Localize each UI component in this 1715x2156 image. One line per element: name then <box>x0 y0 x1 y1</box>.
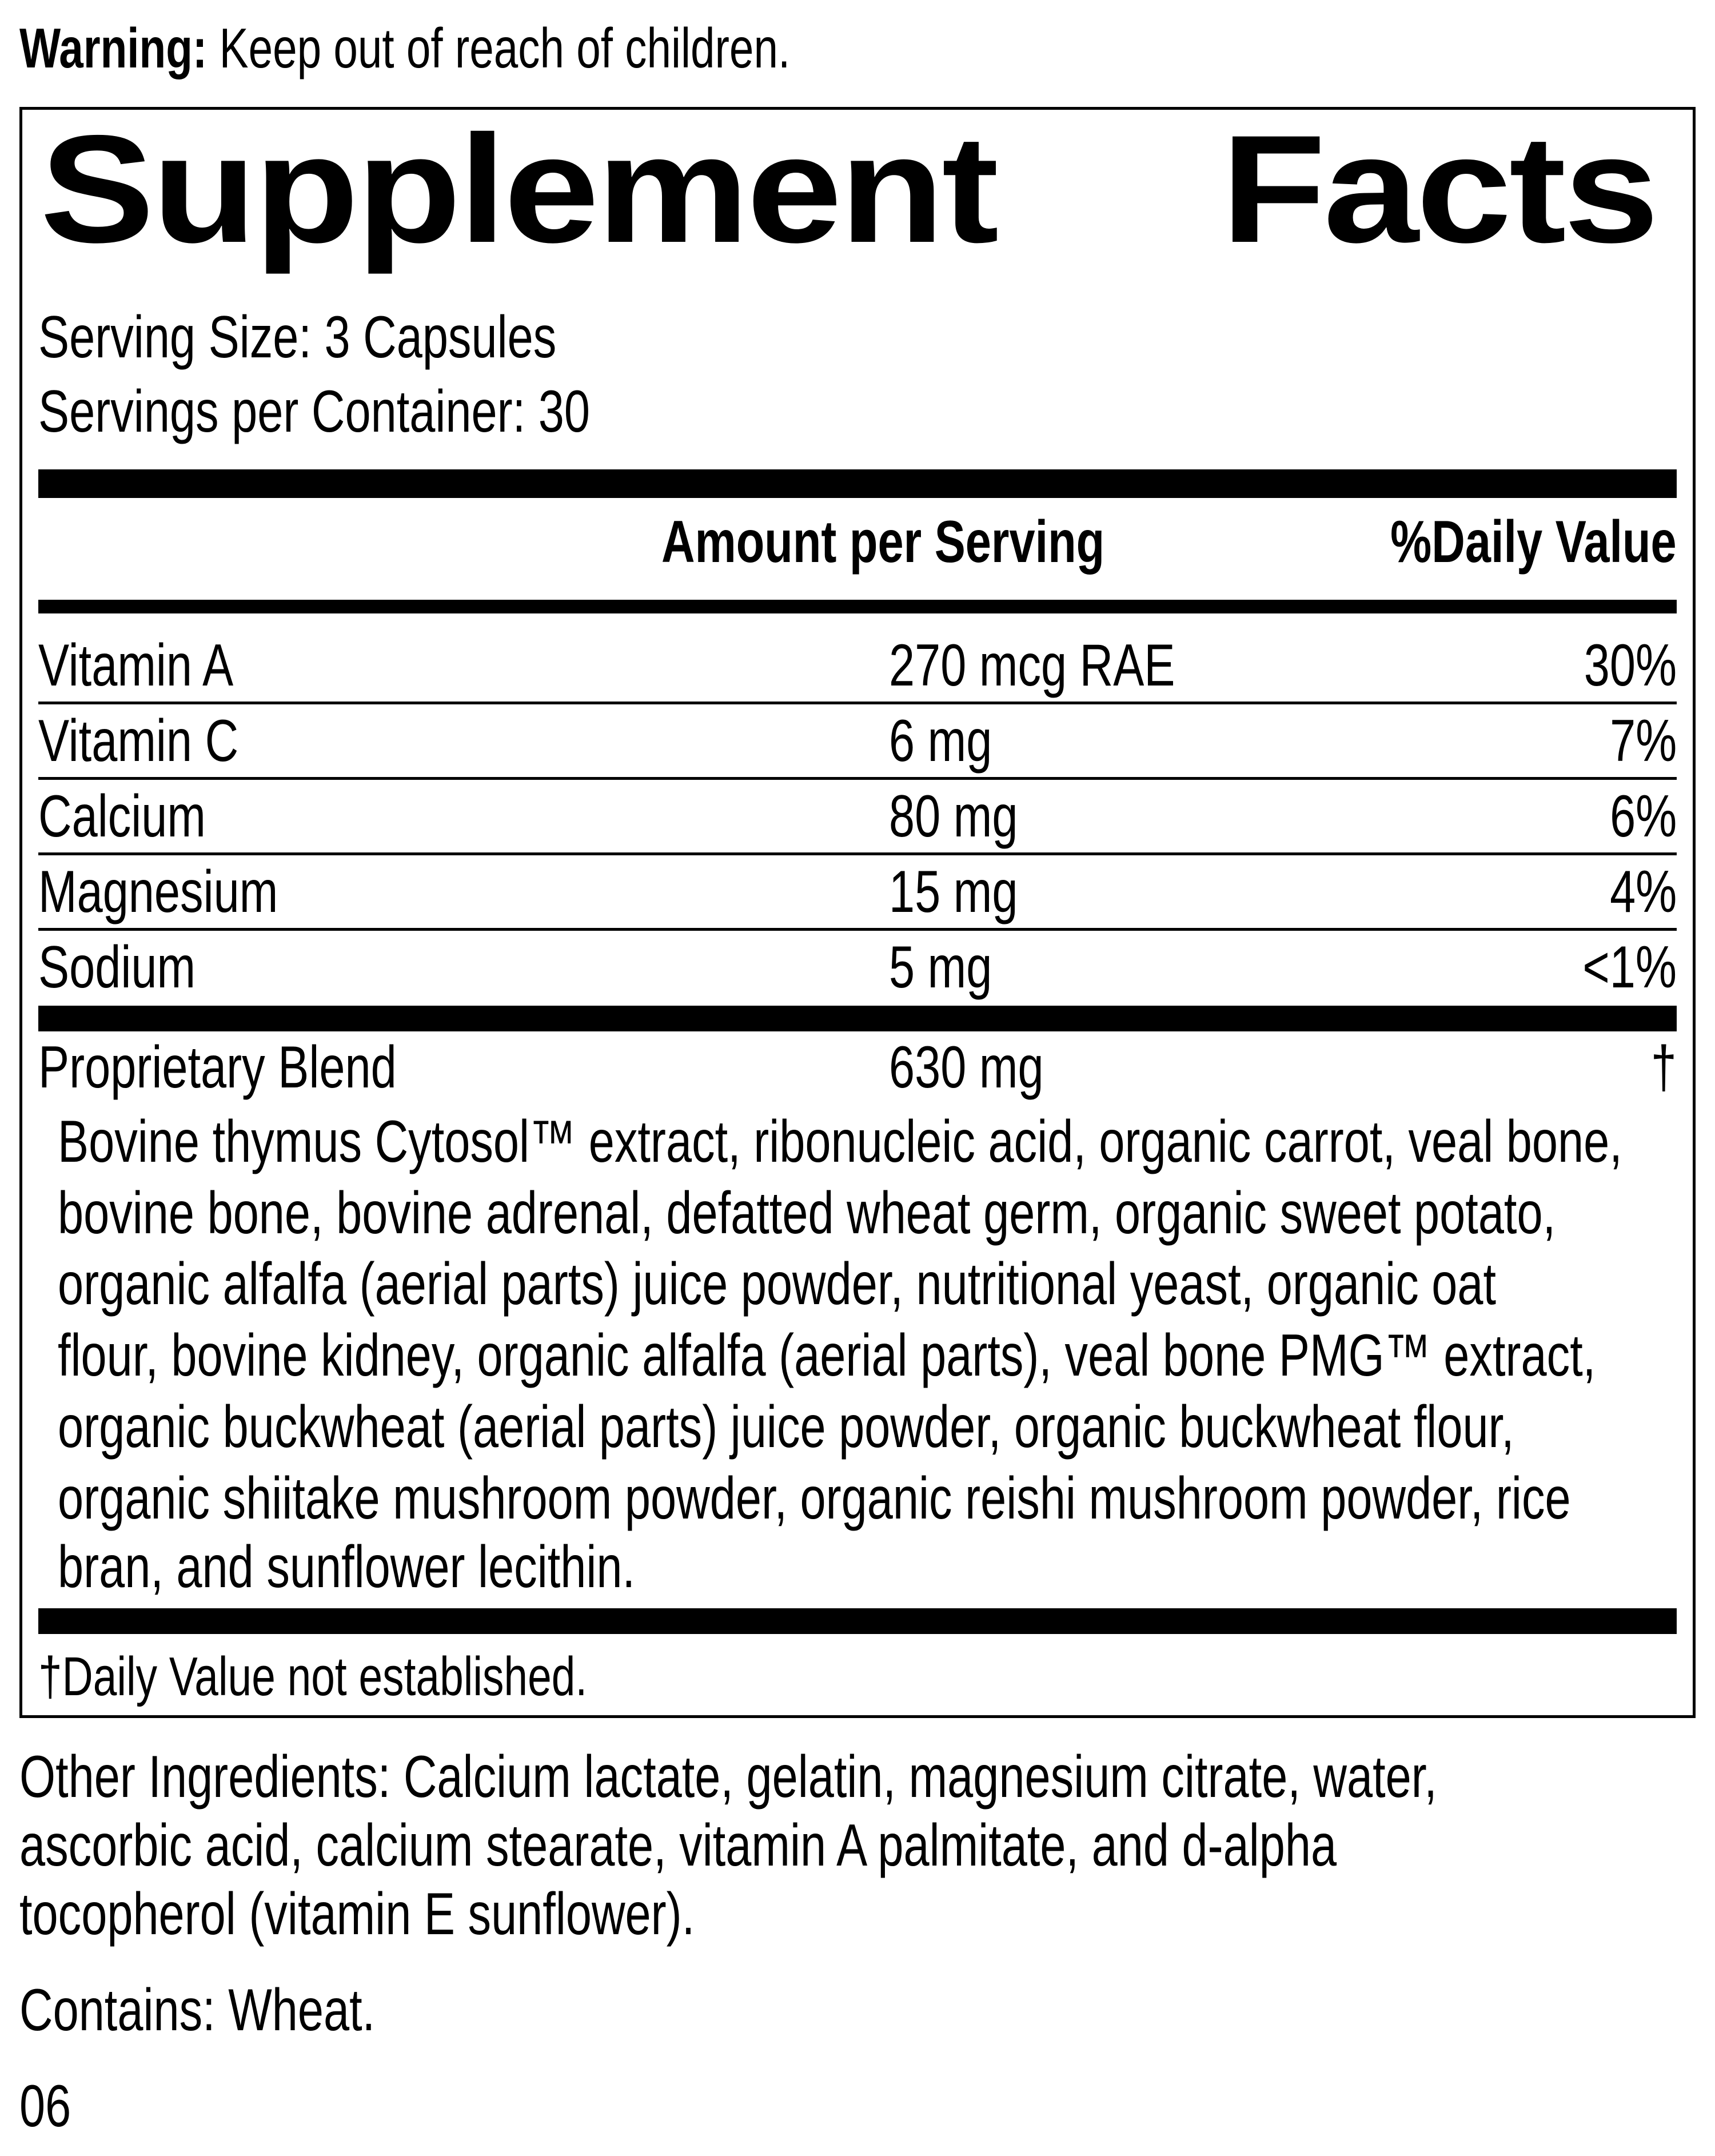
title-supplement: Supplement <box>40 103 999 274</box>
other-ingredients-line: ascorbic acid, calcium stearate, vitamin… <box>19 1812 1337 1879</box>
nutrient-name: Magnesium <box>38 859 278 925</box>
row-divider <box>38 852 1677 855</box>
nutrient-amount: 5 mg <box>889 934 992 1001</box>
nutrient-dv: 7% <box>1609 708 1677 774</box>
blend-dv: † <box>1650 1034 1677 1101</box>
divider-thick <box>38 1608 1677 1634</box>
ingredients-line: bovine bone, bovine adrenal, defatted wh… <box>58 1180 1556 1246</box>
servings-per-container: Servings per Container: 30 <box>38 378 590 445</box>
divider-thick <box>38 469 1677 498</box>
header-amount: Amount per Serving <box>661 509 1105 575</box>
ingredients-line: Bovine thymus Cytosol™ extract, ribonucl… <box>58 1109 1622 1175</box>
nutrient-dv: 6% <box>1609 783 1677 850</box>
warning-message: Keep out of reach of children. <box>219 17 791 79</box>
warning-label: Warning: <box>19 17 208 79</box>
other-ingredients-line: Other Ingredients: Calcium lactate, gela… <box>19 1744 1437 1810</box>
divider-thick <box>38 1006 1677 1031</box>
header-daily-value: %Daily Value <box>1390 509 1677 575</box>
nutrient-amount: 270 mcg RAE <box>889 632 1175 699</box>
other-ingredients-line: tocopherol (vitamin E sunflower). <box>19 1881 695 1947</box>
label-code: 06 <box>19 2073 71 2139</box>
blend-name: Proprietary Blend <box>38 1034 397 1101</box>
nutrient-dv: 4% <box>1609 859 1677 925</box>
ingredients-line: flour, bovine kidney, organic alfalfa (a… <box>58 1322 1596 1389</box>
nutrient-amount: 80 mg <box>889 783 1018 850</box>
serving-size: Serving Size: 3 Capsules <box>38 304 557 370</box>
ingredients-line: bran, and sunflower lecithin. <box>58 1534 636 1600</box>
nutrient-dv: 30% <box>1584 632 1677 699</box>
supplement-facts-panel <box>19 107 1696 1718</box>
footnote: †Daily Value not established. <box>38 1646 588 1707</box>
nutrient-name: Vitamin C <box>38 708 239 774</box>
nutrient-name: Sodium <box>38 934 196 1001</box>
warning-text: Warning: Keep out of reach of children. <box>19 14 790 82</box>
blend-amount: 630 mg <box>889 1034 1044 1101</box>
row-divider <box>38 777 1677 780</box>
row-divider <box>38 702 1677 704</box>
nutrient-name: Vitamin A <box>38 632 234 699</box>
ingredients-line: organic shiitake mushroom powder, organi… <box>58 1465 1571 1532</box>
nutrient-amount: 6 mg <box>889 708 992 774</box>
nutrient-dv: <1% <box>1582 934 1677 1001</box>
title-facts: Facts <box>1221 103 1659 274</box>
ingredients-line: organic buckwheat (aerial parts) juice p… <box>58 1394 1514 1460</box>
divider-medium <box>38 600 1677 613</box>
nutrient-name: Calcium <box>38 783 206 850</box>
allergen-statement: Contains: Wheat. <box>19 1977 376 2043</box>
ingredients-line: organic alfalfa (aerial parts) juice pow… <box>58 1251 1497 1317</box>
row-divider <box>38 928 1677 931</box>
nutrient-amount: 15 mg <box>889 859 1018 925</box>
